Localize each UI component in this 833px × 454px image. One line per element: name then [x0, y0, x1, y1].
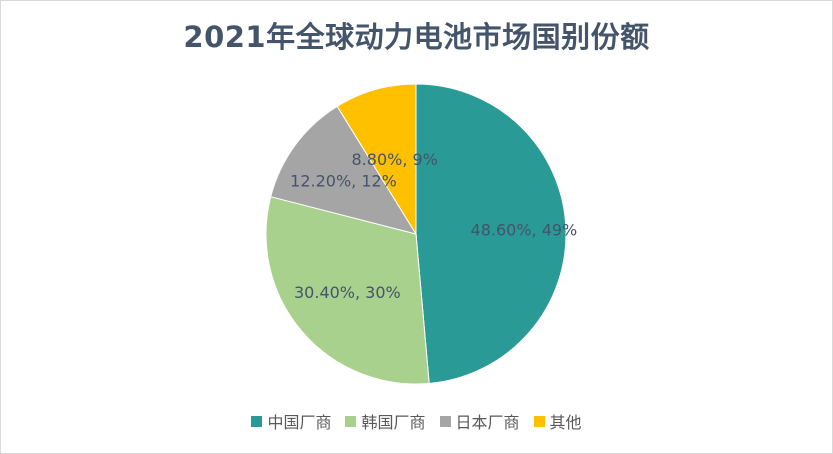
chart-legend: 中国厂商 韩国厂商 日本厂商 其他 — [0, 409, 833, 433]
legend-item-2: 韩国厂商 — [345, 409, 425, 433]
legend-label: 中国厂商 — [267, 409, 331, 433]
legend-item-1: 中国厂商 — [251, 409, 331, 433]
data-label-1: 48.60%, 49% — [471, 220, 578, 239]
legend-swatch — [534, 416, 545, 427]
data-label-3: 12.20%, 12% — [290, 172, 397, 191]
data-label-4: 8.80%, 9% — [352, 150, 438, 169]
legend-swatch — [251, 416, 262, 427]
legend-item-3: 日本厂商 — [440, 409, 520, 433]
legend-label: 其他 — [550, 409, 582, 433]
legend-swatch — [440, 416, 451, 427]
legend-swatch — [345, 416, 356, 427]
data-label-2: 30.40%, 30% — [294, 283, 401, 302]
legend-label: 日本厂商 — [456, 409, 520, 433]
legend-label: 韩国厂商 — [361, 409, 425, 433]
legend-item-4: 其他 — [534, 409, 582, 433]
